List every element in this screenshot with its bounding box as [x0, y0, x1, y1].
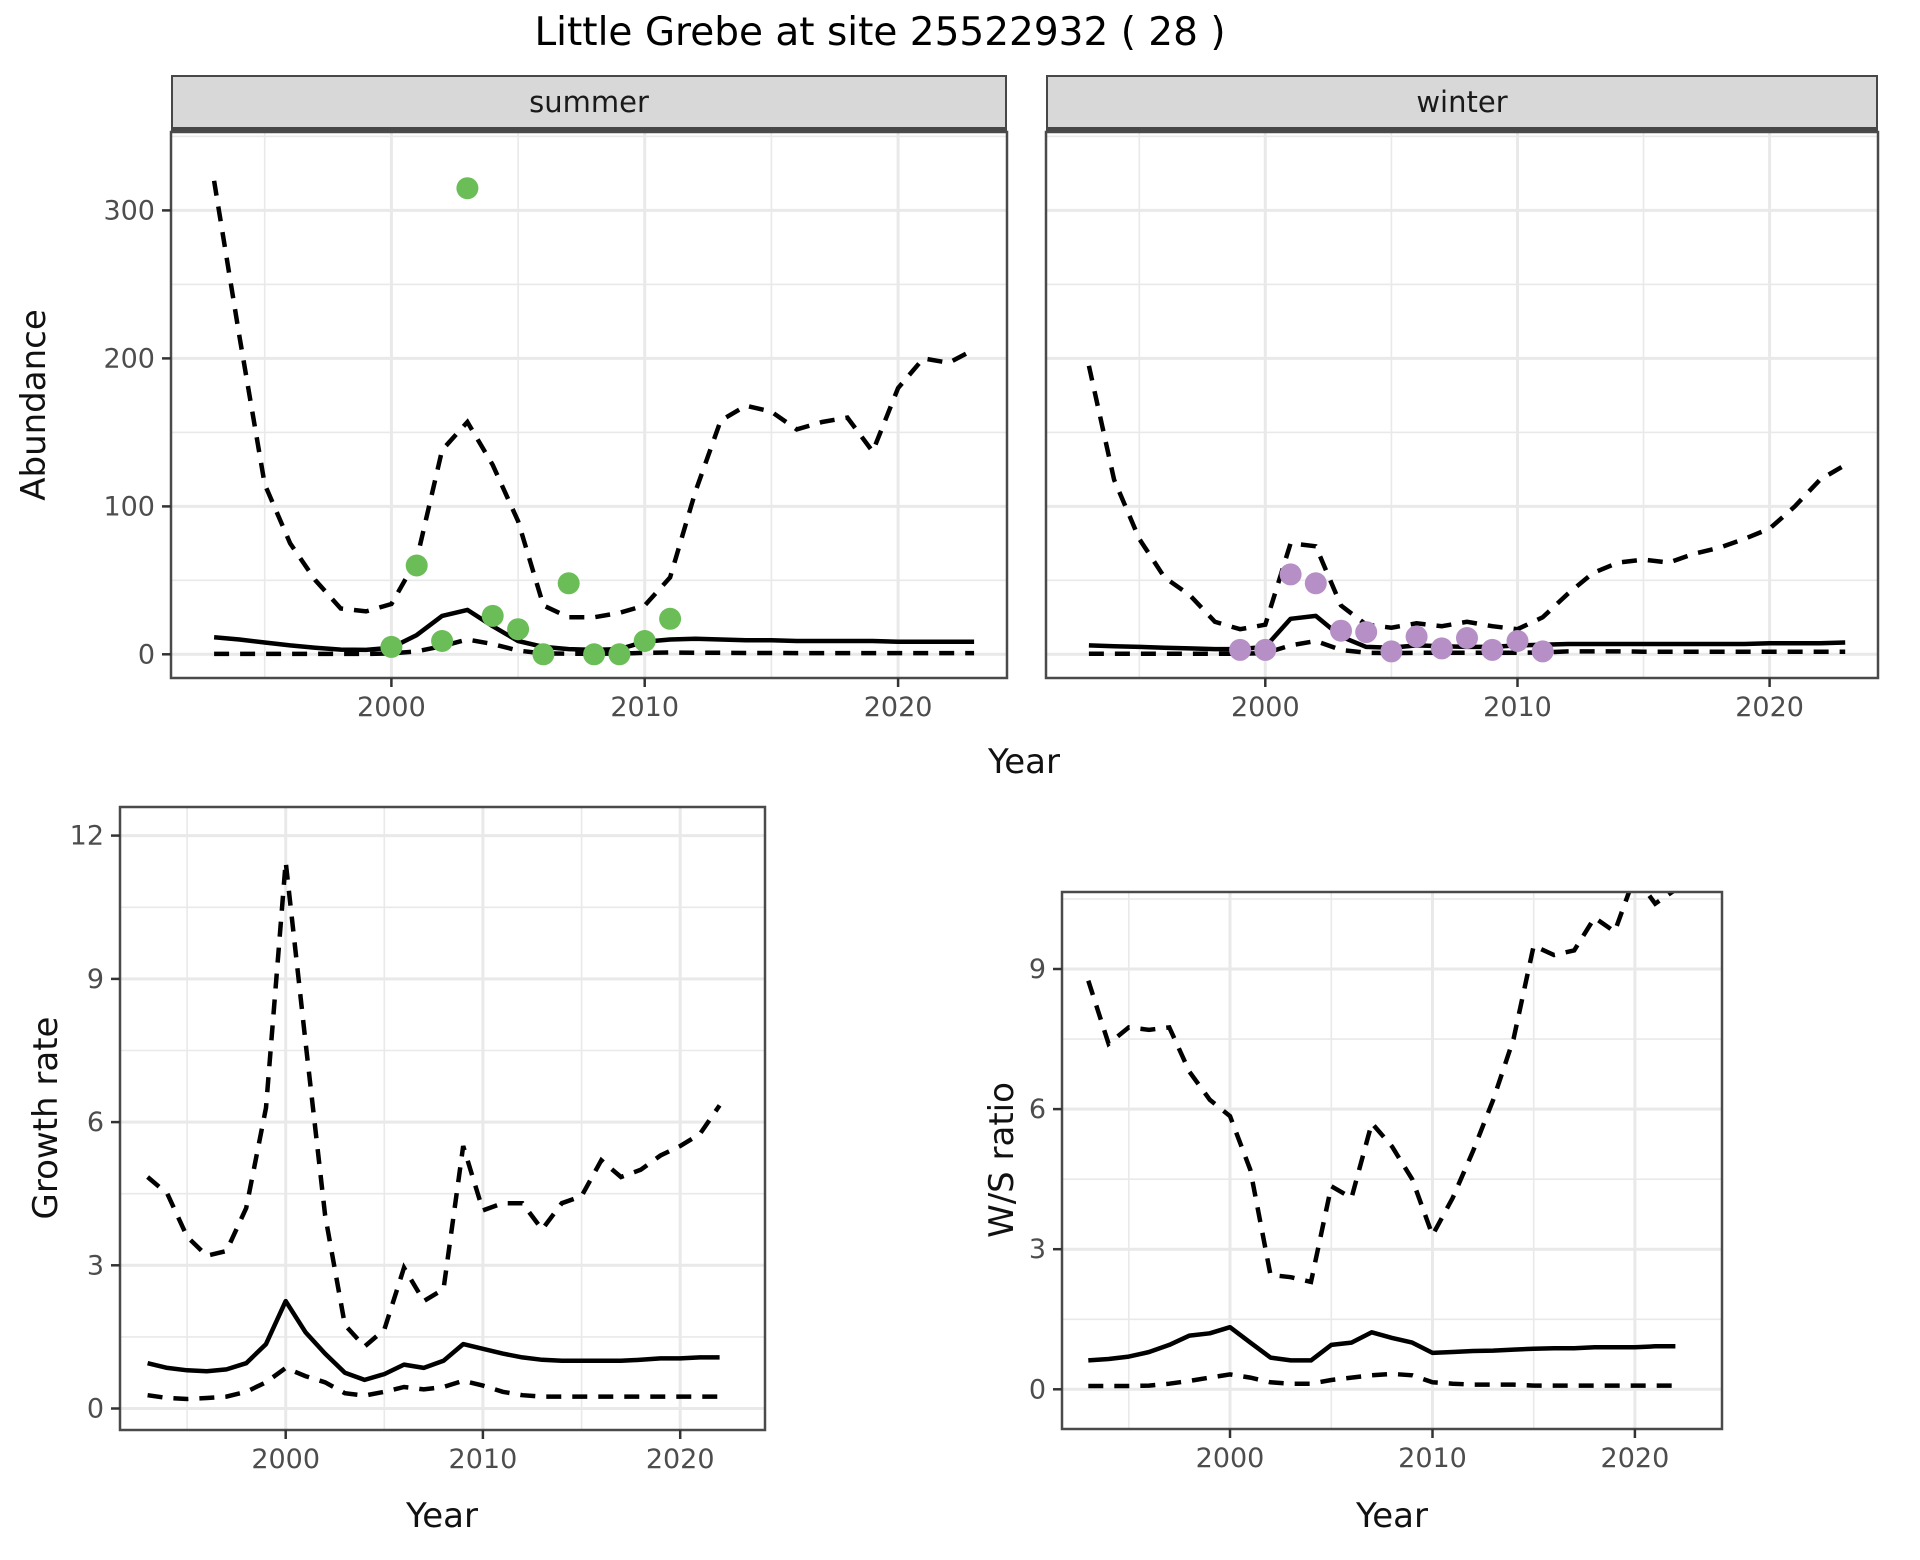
observation-point	[1355, 621, 1378, 644]
observation-point	[1380, 640, 1403, 663]
upper-ci-line	[1086, 892, 1677, 1285]
svg-text:2010: 2010	[1398, 1443, 1467, 1474]
observation-point	[557, 572, 580, 595]
observation-point	[431, 630, 454, 652]
svg-text:2010: 2010	[449, 1444, 518, 1475]
svg-text:2020: 2020	[646, 1444, 715, 1475]
y-axis-title-ws-ratio: W/S ratio	[982, 1082, 1022, 1238]
svg-text:9: 9	[87, 964, 104, 995]
svg-text:2010: 2010	[1483, 692, 1552, 723]
observation-point	[608, 643, 631, 666]
observation-point	[532, 643, 555, 666]
svg-text:2020: 2020	[864, 692, 933, 723]
series-summer	[211, 177, 976, 666]
y-axis-title-abundance: Abundance	[14, 309, 54, 501]
facet-strip-summer-label: summer	[529, 85, 649, 119]
upper-ci-line	[146, 861, 722, 1350]
observation-point	[1430, 637, 1453, 660]
observation-point	[1506, 630, 1529, 652]
x-axis-title-year-ws: Year	[1356, 1496, 1428, 1536]
series-ws	[1086, 892, 1677, 1389]
observation-point	[1279, 563, 1302, 586]
observation-point	[1481, 638, 1504, 661]
svg-text:9: 9	[1029, 954, 1046, 985]
observation-point	[1456, 627, 1478, 649]
observation-point	[507, 618, 530, 641]
panel-growth: 2000 2010 2020 0 3 6 9 12	[70, 805, 767, 1475]
lower-ci-line	[1088, 1371, 1676, 1389]
panel-ws: 2000 2010 2020 0 3 6 9	[1029, 890, 1724, 1474]
svg-text:2020: 2020	[1601, 1443, 1670, 1474]
observation-point	[659, 607, 682, 630]
svg-text:6: 6	[1029, 1094, 1046, 1125]
observation-point	[1304, 572, 1327, 595]
panel-border	[1060, 890, 1724, 1431]
panel-winter: 2000 2010 2020	[1044, 130, 1880, 723]
facet-strip-winter-label: winter	[1416, 85, 1508, 119]
panel-summer: 2000 2010 2020 0 100 200 300	[103, 130, 1009, 723]
observation-point	[1330, 619, 1352, 642]
observation-point	[481, 604, 504, 627]
svg-text:100: 100	[103, 491, 155, 522]
upper-ci-line	[1086, 365, 1847, 632]
x-axis-title-year-growth: Year	[406, 1496, 478, 1536]
observation-point	[583, 643, 606, 666]
page-title: Little Grebe at site 25522932 ( 28 )	[534, 10, 1226, 55]
median-line	[147, 1298, 720, 1383]
panel-border	[1044, 130, 1880, 680]
panel-border	[118, 805, 767, 1432]
y-axis-title-growth-rate: Growth rate	[26, 1016, 66, 1220]
svg-text:3: 3	[87, 1250, 104, 1281]
series-growth	[146, 861, 722, 1402]
observation-point	[456, 177, 479, 200]
svg-text:0: 0	[1029, 1374, 1046, 1405]
x-axis-title-year-top: Year	[988, 742, 1060, 782]
observation-point	[1405, 625, 1428, 648]
lower-ci-line	[147, 1365, 720, 1402]
svg-text:0: 0	[87, 1394, 104, 1425]
observation-point	[380, 635, 403, 658]
lower-ci-line	[1088, 638, 1846, 656]
median-line	[1088, 1324, 1676, 1363]
svg-text:12: 12	[70, 821, 104, 852]
svg-text:6: 6	[87, 1107, 104, 1138]
observation-point	[1229, 638, 1252, 661]
svg-text:2020: 2020	[1735, 692, 1804, 723]
observation-point	[1254, 638, 1277, 661]
svg-text:2000: 2000	[1231, 692, 1300, 723]
observation-point	[633, 630, 656, 652]
facet-strip-summer: summer	[171, 75, 1007, 132]
series-winter	[1086, 365, 1847, 663]
svg-text:200: 200	[103, 343, 155, 374]
svg-text:2000: 2000	[357, 692, 426, 723]
svg-text:0: 0	[138, 639, 155, 670]
observation-point	[1531, 640, 1554, 663]
svg-text:3: 3	[1029, 1234, 1046, 1265]
svg-text:2000: 2000	[1196, 1443, 1265, 1474]
svg-text:2000: 2000	[251, 1444, 320, 1475]
observation-point	[405, 554, 428, 577]
lower-ci-line	[214, 637, 975, 657]
panel-border	[169, 130, 1009, 680]
upper-ci-line	[211, 180, 976, 620]
svg-text:300: 300	[103, 195, 155, 226]
facet-strip-winter: winter	[1046, 75, 1878, 132]
svg-text:2010: 2010	[610, 692, 679, 723]
